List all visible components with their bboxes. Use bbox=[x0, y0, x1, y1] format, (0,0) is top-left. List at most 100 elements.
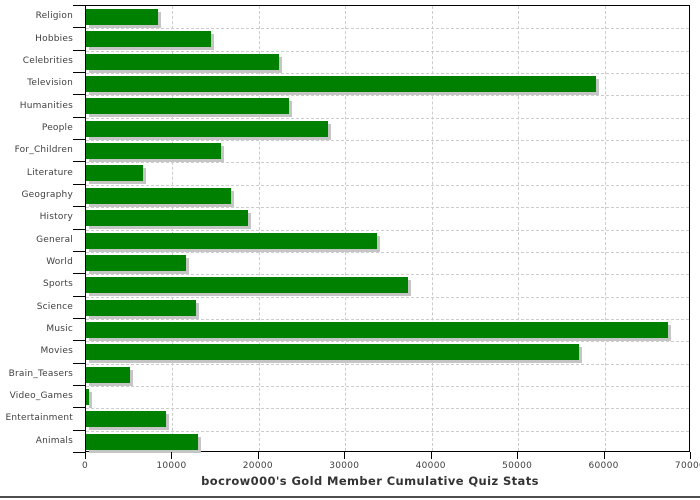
x-axis-tick bbox=[85, 452, 86, 459]
y-axis-label-humanities: Humanities bbox=[19, 100, 73, 111]
y-axis-tick bbox=[73, 273, 85, 275]
y-axis-tick bbox=[73, 362, 85, 364]
y-axis-label-entertainment: Entertainment bbox=[5, 413, 73, 424]
horizontal-gridline bbox=[86, 341, 689, 343]
bar-humanities bbox=[86, 98, 290, 115]
chart-title: bocrow000's Gold Member Cumulative Quiz … bbox=[201, 474, 539, 488]
vertical-gridline bbox=[604, 6, 606, 451]
horizontal-gridline bbox=[86, 28, 689, 30]
y-axis-label-literature: Literature bbox=[26, 167, 73, 178]
y-axis-label-brain_teasers: Brain_Teasers bbox=[8, 368, 73, 379]
y-axis-tick bbox=[73, 250, 85, 252]
x-axis-tick-label: 50000 bbox=[502, 461, 533, 471]
bar-animals bbox=[86, 433, 199, 450]
bar-world bbox=[86, 254, 187, 271]
y-axis-label-animals: Animals bbox=[35, 435, 73, 446]
horizontal-gridline bbox=[86, 50, 689, 52]
horizontal-gridline bbox=[86, 296, 689, 298]
horizontal-gridline bbox=[86, 385, 689, 387]
x-axis-tick-label: 10000 bbox=[156, 461, 187, 471]
horizontal-gridline bbox=[86, 363, 689, 365]
y-axis-tick bbox=[73, 161, 85, 163]
x-axis-tick bbox=[430, 452, 432, 459]
x-axis-tick bbox=[344, 452, 346, 459]
horizontal-gridline bbox=[86, 140, 689, 142]
x-axis-tick-label: 60000 bbox=[588, 461, 619, 471]
bar-literature bbox=[86, 165, 144, 182]
y-axis-label-for_children: For_Children bbox=[14, 145, 73, 156]
horizontal-gridline bbox=[86, 117, 689, 119]
y-axis-label-world: World bbox=[46, 257, 73, 268]
y-axis-tick bbox=[73, 295, 85, 297]
y-axis-tick bbox=[73, 317, 85, 319]
bar-people bbox=[86, 120, 328, 137]
horizontal-gridline bbox=[86, 229, 689, 231]
x-axis-tick bbox=[171, 452, 173, 459]
plot-area bbox=[85, 5, 690, 452]
y-axis-label-people: People bbox=[41, 122, 73, 133]
horizontal-gridline bbox=[86, 430, 689, 432]
vertical-gridline bbox=[258, 6, 260, 451]
bar-geography bbox=[86, 187, 232, 204]
horizontal-gridline bbox=[86, 274, 689, 276]
vertical-gridline bbox=[431, 6, 433, 451]
x-axis-tick bbox=[690, 452, 691, 459]
bar-sports bbox=[86, 277, 409, 294]
horizontal-gridline bbox=[86, 408, 689, 410]
vertical-gridline bbox=[518, 6, 520, 451]
y-axis-label-general: General bbox=[36, 234, 73, 245]
x-axis-tick bbox=[603, 452, 605, 459]
y-axis-label-science: Science bbox=[36, 301, 73, 312]
horizontal-gridline bbox=[86, 251, 689, 253]
bar-video_games bbox=[86, 388, 89, 405]
y-axis-tick bbox=[73, 228, 85, 230]
bar-entertainment bbox=[86, 411, 166, 428]
y-axis-label-music: Music bbox=[46, 324, 73, 335]
y-axis-tick bbox=[73, 452, 85, 453]
y-axis-label-hobbies: Hobbies bbox=[35, 33, 73, 44]
y-axis-label-geography: Geography bbox=[21, 189, 73, 200]
vertical-gridline bbox=[345, 6, 347, 451]
y-axis-tick bbox=[73, 49, 85, 51]
y-axis-tick bbox=[73, 5, 85, 6]
x-axis-tick-label: 70000 bbox=[674, 461, 700, 471]
y-axis-tick bbox=[73, 429, 85, 431]
horizontal-gridline bbox=[86, 95, 689, 97]
x-axis-tick-label: 40000 bbox=[415, 461, 446, 471]
y-axis-tick bbox=[73, 384, 85, 386]
horizontal-gridline bbox=[86, 207, 689, 209]
x-axis-tick-label: 20000 bbox=[242, 461, 273, 471]
horizontal-gridline bbox=[86, 162, 689, 164]
y-axis-label-religion: Religion bbox=[35, 11, 73, 22]
x-axis-tick-label: 30000 bbox=[329, 461, 360, 471]
y-axis-tick bbox=[73, 139, 85, 141]
y-axis-tick bbox=[73, 407, 85, 409]
horizontal-gridline bbox=[86, 73, 689, 75]
y-axis-tick bbox=[73, 340, 85, 342]
bar-science bbox=[86, 299, 196, 316]
x-axis-tick bbox=[257, 452, 259, 459]
bar-for_children bbox=[86, 143, 221, 160]
bar-movies bbox=[86, 344, 579, 361]
y-axis-label-sports: Sports bbox=[42, 279, 73, 290]
bar-music bbox=[86, 321, 668, 338]
y-axis-tick bbox=[73, 116, 85, 118]
y-axis-tick bbox=[73, 206, 85, 208]
bar-hobbies bbox=[86, 31, 212, 48]
bottom-divider bbox=[0, 496, 700, 498]
horizontal-gridline bbox=[86, 318, 689, 320]
y-axis-label-television: Television bbox=[27, 78, 73, 89]
y-axis-tick bbox=[73, 27, 85, 29]
vertical-gridline bbox=[172, 6, 174, 451]
bar-brain_teasers bbox=[86, 366, 131, 383]
x-axis-tick bbox=[517, 452, 519, 459]
bar-general bbox=[86, 232, 378, 249]
y-axis-label-movies: Movies bbox=[40, 346, 73, 357]
y-axis-label-video_games: Video_Games bbox=[9, 391, 73, 402]
y-axis-tick bbox=[73, 183, 85, 185]
bar-celebrities bbox=[86, 53, 279, 70]
bar-television bbox=[86, 76, 596, 93]
bar-religion bbox=[86, 9, 158, 25]
y-axis-tick bbox=[73, 94, 85, 96]
